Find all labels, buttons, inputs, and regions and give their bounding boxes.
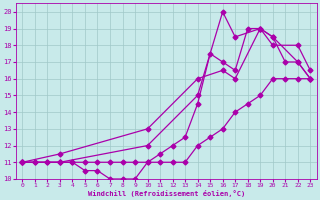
X-axis label: Windchill (Refroidissement éolien,°C): Windchill (Refroidissement éolien,°C) xyxy=(88,190,245,197)
